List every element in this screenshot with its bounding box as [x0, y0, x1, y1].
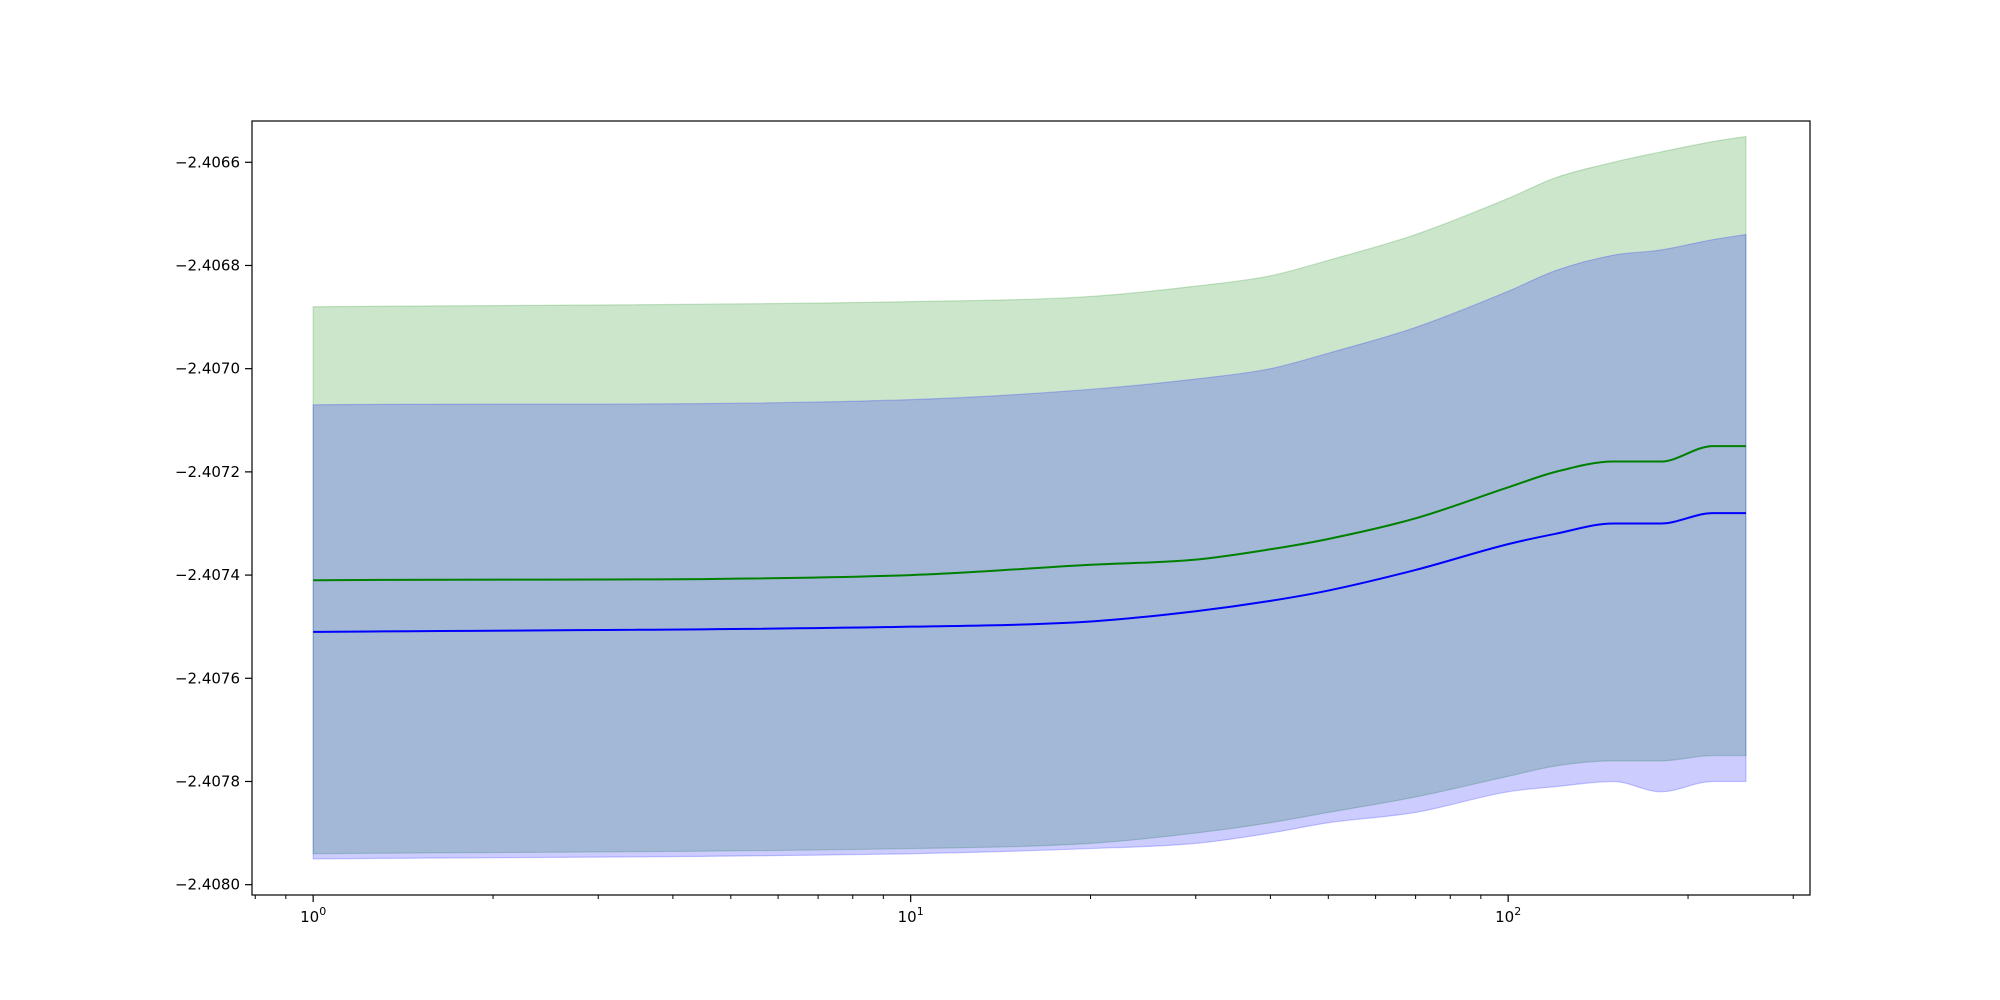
y-tick-label: −2.4070 [175, 360, 240, 378]
series-1-line [313, 445, 1746, 582]
x-tick-label: 101 [898, 905, 924, 926]
series-2-band [312, 233, 1747, 860]
x-axis: 100 101 102 [254, 895, 1794, 926]
series-lines [313, 445, 1746, 633]
y-tick-label: −2.4066 [175, 153, 240, 171]
y-tick-label: −2.4080 [175, 876, 240, 894]
y-tick-label: −2.4068 [175, 256, 240, 274]
confidence-bands [312, 135, 1747, 860]
series-1-band [312, 135, 1747, 855]
plot-frame [251, 120, 1811, 896]
y-axis: −2.4066 −2.4068 −2.4070 −2.4072 −2.4074 −2.40… [175, 153, 252, 894]
x-tick-label: 100 [300, 905, 326, 926]
y-tick-label: −2.4076 [175, 669, 240, 687]
series-2-line [313, 512, 1746, 633]
y-tick-label: −2.4072 [175, 463, 240, 481]
y-tick-label: −2.4078 [175, 772, 240, 790]
x-tick-label: 102 [1495, 905, 1521, 926]
y-tick-label: −2.4074 [175, 566, 240, 584]
